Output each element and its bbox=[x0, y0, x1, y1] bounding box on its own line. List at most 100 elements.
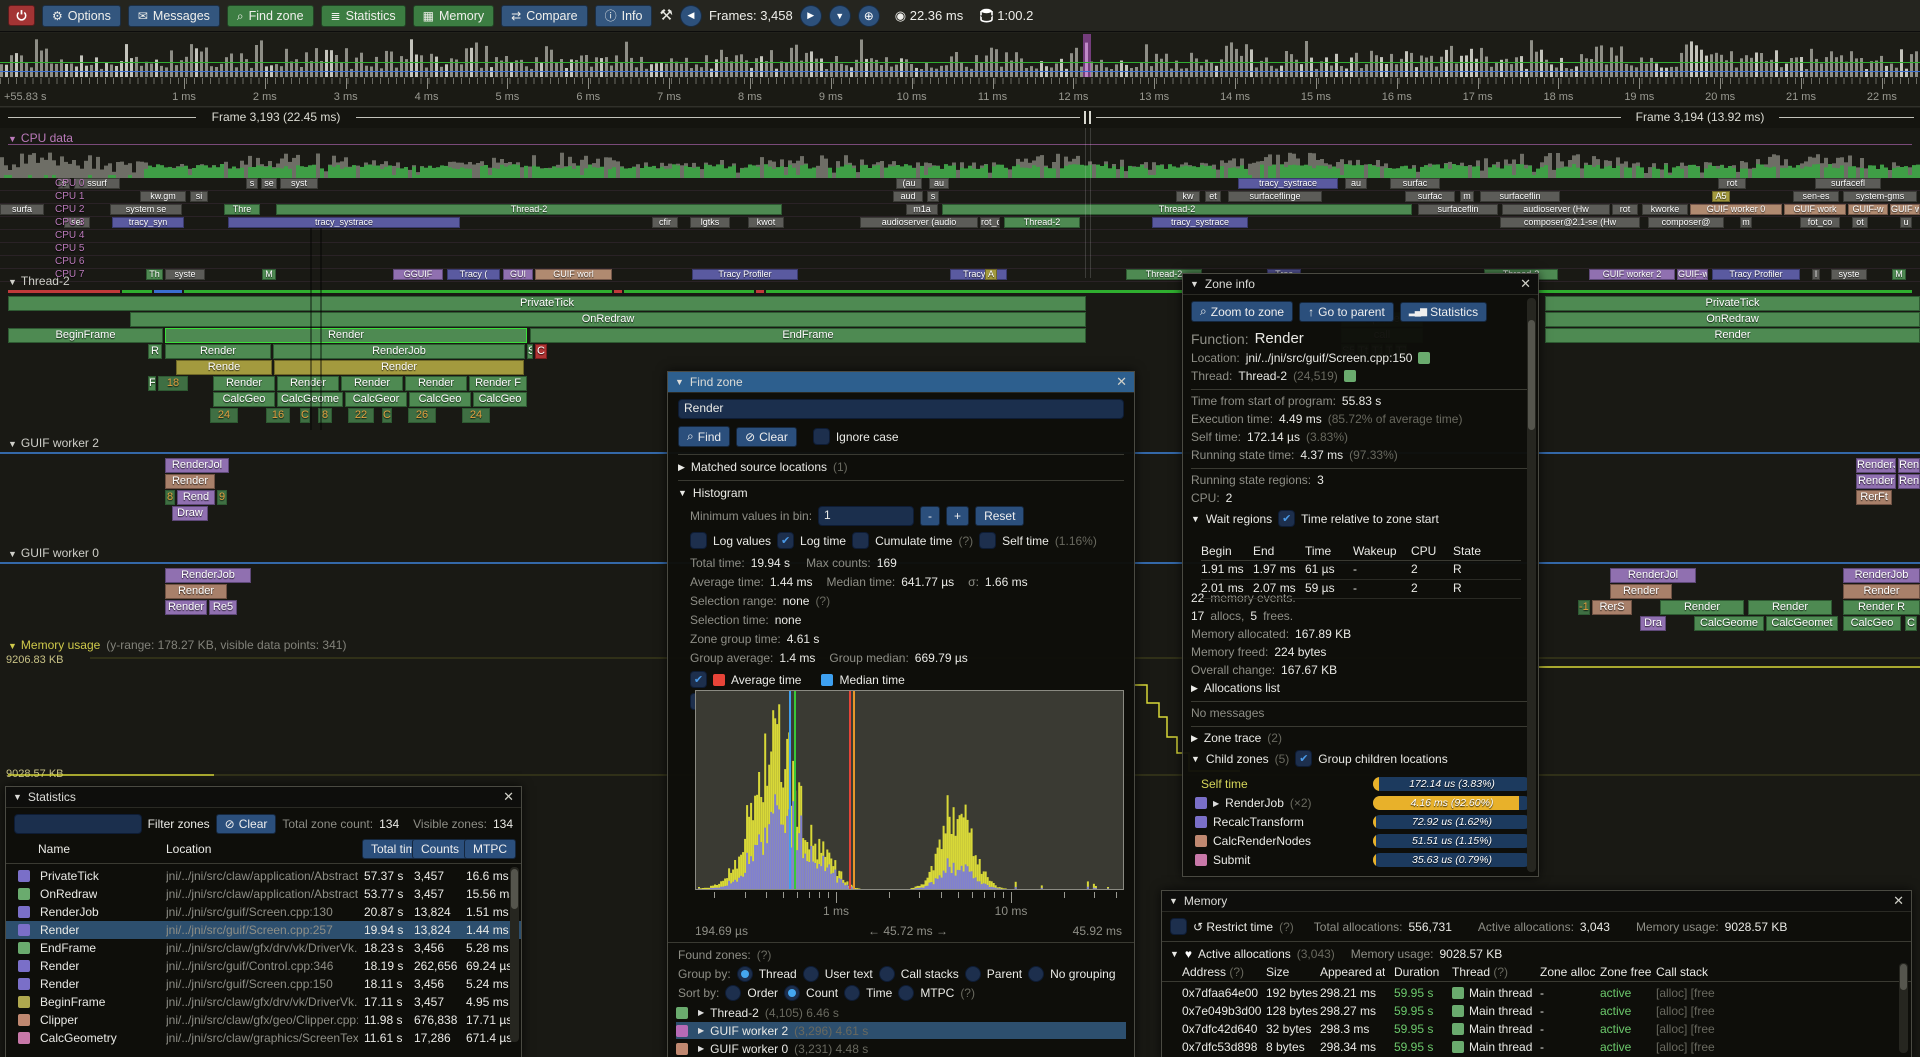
zone-calcgeo[interactable]: CalcGeo bbox=[473, 392, 527, 407]
expand-arrow-icon[interactable]: ▶ bbox=[698, 1008, 705, 1017]
memory-usage-header[interactable]: ▼ Memory usage (y-range: 178.27 KB, visibl… bbox=[8, 638, 347, 652]
zone-calcgeo[interactable]: CalcGeo bbox=[213, 392, 275, 407]
statistics-row[interactable]: OnRedraw jni/../jni/src/claw/application/… bbox=[6, 885, 521, 903]
expand-arrow-icon[interactable]: ▶ bbox=[698, 1026, 705, 1035]
restrict-time-checkbox[interactable] bbox=[1170, 918, 1187, 935]
zone-statistics-button[interactable]: ▂▄▆ Statistics bbox=[1399, 301, 1488, 322]
statistics-row[interactable]: Render jni/../jni/src/guif/Control.cpp:34… bbox=[6, 957, 521, 975]
cpu-zone[interactable]: GUIF-w bbox=[1677, 269, 1708, 280]
options-button[interactable]: ⚙ Options bbox=[42, 4, 121, 27]
cpu-zone[interactable]: ot bbox=[1852, 217, 1868, 228]
cpu-zone[interactable]: composer@ bbox=[1648, 217, 1724, 228]
zone-render[interactable]: Render bbox=[274, 360, 524, 375]
zone-render[interactable]: Render bbox=[1856, 474, 1896, 489]
self-time-checkbox[interactable] bbox=[979, 532, 997, 549]
zoom-to-zone-button[interactable]: ⌕ Zoom to zone bbox=[1191, 301, 1294, 322]
zone-render[interactable]: Render bbox=[1610, 584, 1672, 599]
zone-trace-section[interactable]: ▶ Zone trace (2) bbox=[1191, 731, 1282, 745]
cpu-zone[interactable]: M bbox=[262, 269, 276, 280]
histogram-section[interactable]: ▼ Histogram bbox=[678, 486, 748, 500]
cpu-zone[interactable]: GUIF work bbox=[1784, 204, 1846, 215]
bin-minus-button[interactable]: - bbox=[920, 506, 941, 526]
cpu-zone[interactable]: ssurf bbox=[74, 178, 120, 189]
relative-time-checkbox[interactable]: ✔ bbox=[1278, 510, 1296, 527]
group-by-no-grouping[interactable] bbox=[1028, 966, 1045, 982]
zone-renderjob[interactable]: RenderJob bbox=[273, 344, 525, 359]
zone-24[interactable]: 24 bbox=[210, 408, 238, 423]
frame-time-graph[interactable] bbox=[0, 33, 1920, 77]
found-zone-group[interactable]: ▶ GUIF worker 2 (3,296) 4.61 s bbox=[676, 1022, 1126, 1039]
bin-reset-button[interactable]: Reset bbox=[975, 506, 1025, 526]
zone-render[interactable]: Render bbox=[165, 600, 207, 615]
prev-frame-button[interactable]: ◀ bbox=[679, 4, 702, 27]
cpu-zone[interactable]: Tracy Profiler bbox=[692, 269, 798, 280]
found-zone-group[interactable]: ▶ GUIF worker 0 (3,231) 4.48 s bbox=[676, 1040, 1126, 1057]
zone-draw[interactable]: Draw bbox=[172, 506, 208, 521]
zone-renderjob[interactable]: RenderJob bbox=[165, 568, 251, 583]
cpu-zone[interactable]: tracy_syn bbox=[112, 217, 184, 228]
zone-renderjob[interactable]: RenderJob bbox=[1843, 568, 1920, 583]
child-zone-row[interactable]: ▶ RenderJob (×2) 4.16 ms (92.60%) bbox=[1195, 796, 1531, 810]
cpu-zone[interactable]: Thre bbox=[224, 204, 260, 215]
frames-row[interactable]: Frame 3,193 (22.45 ms) Frame 3,194 (13.9… bbox=[0, 108, 1920, 128]
cpu-zone[interactable]: Th bbox=[146, 269, 163, 280]
zone-calcgeo[interactable]: CalcGeo bbox=[1843, 616, 1901, 631]
thread-color-swatch[interactable] bbox=[1343, 370, 1356, 382]
zone-calcgeome[interactable]: CalcGeome bbox=[277, 392, 343, 407]
cpu-zone[interactable]: Thread-2 bbox=[1004, 217, 1080, 228]
zone-rerft[interactable]: RerFt bbox=[1856, 490, 1892, 505]
cpu-zone[interactable]: u bbox=[1900, 217, 1912, 228]
zone-privatetick[interactable]: PrivateTick bbox=[1545, 296, 1920, 311]
child-zone-row[interactable]: Submit 35.63 us (0.79%) bbox=[1195, 853, 1531, 867]
zone-calcgeo[interactable]: CalcGeo bbox=[409, 392, 471, 407]
cpu-zone[interactable]: syst bbox=[280, 178, 318, 189]
sort-total-time-button[interactable]: Total time bbox=[362, 839, 420, 859]
allocations-list-section[interactable]: ▶ Allocations list bbox=[1191, 681, 1280, 695]
cpu-zone[interactable]: GGUIF bbox=[393, 269, 443, 280]
filter-input[interactable] bbox=[14, 814, 142, 834]
cpu-zone[interactable]: surfaceflin bbox=[1480, 191, 1560, 202]
frame-label-left[interactable]: Frame 3,193 (22.45 ms) bbox=[211, 110, 341, 124]
zone-24[interactable]: 24 bbox=[462, 408, 490, 423]
matched-source-locations[interactable]: ▶ Matched source locations (1) bbox=[678, 460, 848, 474]
statistics-row[interactable]: Render jni/../jni/src/guif/Screen.cpp:150… bbox=[6, 975, 521, 993]
cpu-zone[interactable]: s bbox=[246, 178, 258, 189]
zone-26[interactable]: 26 bbox=[408, 408, 436, 423]
log-time-checkbox[interactable]: ✔ bbox=[777, 532, 795, 549]
alloc-call-stack[interactable]: [alloc] [free bbox=[1656, 1040, 1715, 1054]
cpu-zone[interactable]: s bbox=[927, 191, 939, 202]
zone-render[interactable]: Render bbox=[165, 344, 271, 359]
alloc-call-stack[interactable]: [alloc] [free bbox=[1656, 1004, 1715, 1018]
cpu-zone[interactable]: sen-es bbox=[1793, 191, 1839, 202]
cpu-zone[interactable]: kw bbox=[1176, 191, 1200, 202]
cpu-zone[interactable]: rot_d bbox=[980, 217, 1000, 228]
group-by-thread[interactable] bbox=[736, 966, 753, 982]
cpu-zone[interactable]: surfaceflinge bbox=[1228, 191, 1322, 202]
cpu-zone[interactable]: Thread-2 bbox=[942, 204, 1412, 215]
cpu-zone[interactable]: m bbox=[1460, 191, 1474, 202]
memory-titlebar[interactable]: ▼ Memory ✕ bbox=[1162, 891, 1911, 912]
cpu-zone[interactable]: M bbox=[1892, 269, 1906, 280]
statistics-titlebar[interactable]: ▼ Statistics ✕ bbox=[6, 787, 521, 808]
statistics-row[interactable]: Clipper jni/../jni/src/claw/gfx/geo/Clipp… bbox=[6, 1011, 521, 1029]
group-children-checkbox[interactable]: ✔ bbox=[1295, 750, 1313, 767]
expand-arrow-icon[interactable]: ▶ bbox=[698, 1044, 705, 1053]
zone-render[interactable]: Render bbox=[341, 376, 403, 391]
scrollbar[interactable] bbox=[510, 867, 519, 1042]
goto-frame-button[interactable]: ⊕ bbox=[857, 4, 880, 27]
zone-renderj[interactable]: RenderJ bbox=[1856, 458, 1896, 473]
zone--17[interactable]: -17 bbox=[1578, 600, 1590, 615]
cpu-zone[interactable]: system-gms bbox=[1843, 191, 1917, 202]
active-allocations-section[interactable]: ▼ ♥ Active allocations (3,043) Memory usa… bbox=[1170, 947, 1503, 961]
zone-endframe[interactable]: EndFrame bbox=[530, 328, 1086, 343]
cpu-zone[interactable]: surfac bbox=[1390, 178, 1440, 189]
collapse-arrow-icon[interactable]: ▼ bbox=[1190, 279, 1199, 289]
cpu-zone[interactable]: s bbox=[58, 178, 70, 189]
statistics-row[interactable]: CalcGeometry jni/../jni/src/claw/graphics… bbox=[6, 1029, 521, 1047]
zone-ren[interactable]: Ren bbox=[1898, 474, 1920, 489]
cpu-zone[interactable]: au bbox=[929, 178, 949, 189]
zone-re5[interactable]: Re5 bbox=[209, 600, 237, 615]
close-icon[interactable]: ✕ bbox=[1520, 276, 1531, 291]
cpu-zone[interactable]: Tracy S bbox=[950, 269, 1007, 280]
statistics-button[interactable]: ≣ Statistics bbox=[320, 4, 406, 27]
